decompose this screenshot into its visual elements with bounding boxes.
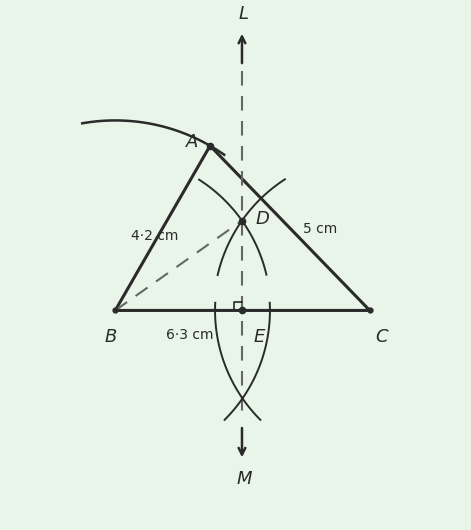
Text: 4·2 cm: 4·2 cm — [131, 228, 179, 243]
Text: A: A — [186, 133, 198, 151]
Text: E: E — [254, 329, 265, 347]
Text: D: D — [256, 210, 270, 227]
Text: C: C — [375, 329, 388, 347]
Text: M: M — [236, 470, 252, 488]
Text: B: B — [104, 329, 116, 347]
Text: L: L — [239, 5, 249, 23]
Text: 6·3 cm: 6·3 cm — [166, 329, 214, 342]
Text: 5 cm: 5 cm — [303, 222, 337, 236]
